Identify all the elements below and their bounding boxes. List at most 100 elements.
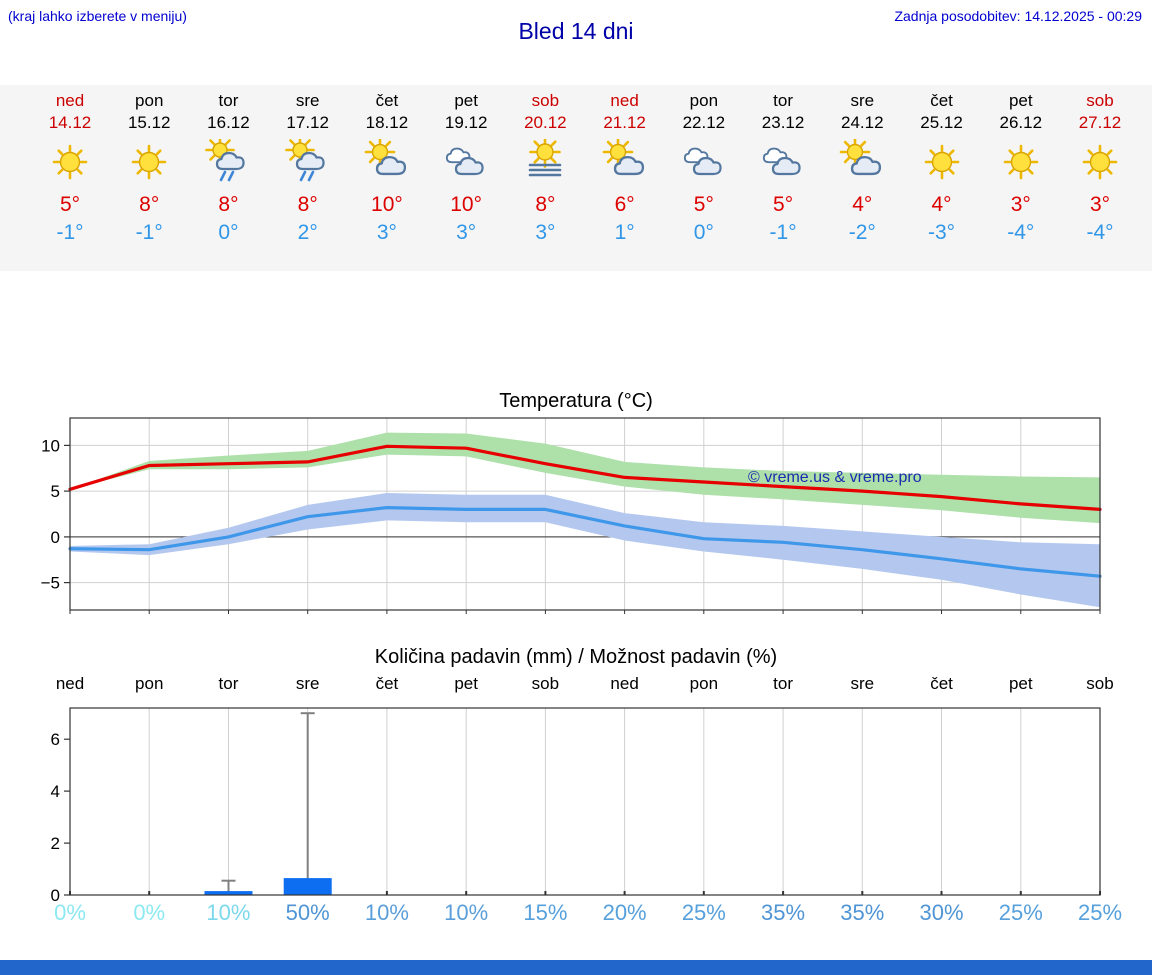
precip-day-label: sre xyxy=(295,674,320,693)
precip-bar xyxy=(283,878,332,895)
precip-day-label: pet xyxy=(454,674,478,693)
day-high-temp: 6° xyxy=(614,193,635,216)
precip-day-label: pon xyxy=(135,674,164,693)
forecast-day: pet 26.12 3° -4° xyxy=(979,91,1063,245)
forecast-day: čet 25.12 4° -3° xyxy=(900,91,984,245)
day-high-temp: 5° xyxy=(773,193,794,216)
day-name: tor xyxy=(773,91,793,110)
forecast-day: sre 24.12 4° -2° xyxy=(820,91,904,245)
day-date: 22.12 xyxy=(682,113,726,132)
forecast-day: čet 18.12 10° 3° xyxy=(345,91,429,245)
precip-day-label: čet xyxy=(375,674,399,693)
day-date: 18.12 xyxy=(365,113,409,132)
day-name: sob xyxy=(531,91,560,110)
day-name: pon xyxy=(135,91,164,110)
day-name: čet xyxy=(375,91,399,110)
day-date: 21.12 xyxy=(603,113,646,132)
sunny-icon xyxy=(107,139,191,187)
precip-day-label: pon xyxy=(689,674,719,693)
precip-day-label: tor xyxy=(218,674,239,693)
svg-text:−5: −5 xyxy=(41,574,60,593)
forecast-day: pon 15.12 8° -1° xyxy=(107,91,191,245)
day-low-temp: 2° xyxy=(297,221,318,244)
day-low-temp: -3° xyxy=(927,221,956,244)
day-date: 25.12 xyxy=(920,113,963,132)
day-low-temp: 1° xyxy=(614,221,635,244)
day-high-temp: 5° xyxy=(59,193,81,216)
precipitation-chart-title: Količina padavin (mm) / Možnost padavin … xyxy=(374,646,778,668)
precip-probability-row: 0% 0% 10% 50% 10% 10% 15% 20% 25% 35% 35% 30% 25% 25% xyxy=(0,900,1152,930)
svg-text:0: 0 xyxy=(51,886,60,902)
partly-icon xyxy=(820,136,904,187)
day-name: tor xyxy=(218,91,239,110)
last-update-text: Zadnja posodobitev: 14.12.2025 - 00:29 xyxy=(894,8,1142,24)
day-date: 24.12 xyxy=(841,113,884,132)
cloudy-icon xyxy=(741,139,825,187)
precip-probability: 25% xyxy=(681,900,726,925)
day-name: pon xyxy=(689,91,719,110)
precip-probability: 35% xyxy=(840,900,885,925)
precip-probability: 15% xyxy=(523,900,568,925)
day-name: sre xyxy=(295,91,320,110)
day-date: 17.12 xyxy=(286,113,329,132)
day-date: 19.12 xyxy=(444,113,488,132)
day-low-temp: 3° xyxy=(376,221,397,244)
precip-probability: 10% xyxy=(206,900,251,925)
temperature-chart-title: Temperatura (°C) xyxy=(499,390,653,412)
precip-day-label: tor xyxy=(773,674,793,693)
footer-bar xyxy=(0,960,1152,975)
cloudy-icon xyxy=(662,139,746,187)
watermark-link[interactable]: © vreme.us & vreme.pro xyxy=(748,469,922,486)
day-high-temp: 8° xyxy=(297,193,318,216)
precip-probability: 10% xyxy=(444,900,489,925)
precip-day-label: sre xyxy=(850,674,875,693)
precip-day-label: sob xyxy=(1086,674,1114,693)
precip-day-label: ned xyxy=(55,674,85,693)
day-low-temp: -1° xyxy=(56,221,84,244)
partly-icon xyxy=(345,136,429,187)
precip-day-label: pet xyxy=(1008,674,1033,693)
precip-bar xyxy=(204,891,253,895)
day-high-temp: 5° xyxy=(693,193,714,216)
day-name: pet xyxy=(454,91,478,110)
precip-probability: 0% xyxy=(54,900,86,925)
svg-text:4: 4 xyxy=(51,782,60,801)
day-name: ned xyxy=(55,91,85,110)
day-low-temp: 0° xyxy=(218,221,239,244)
sunny-icon xyxy=(979,139,1063,187)
sunny-icon xyxy=(900,139,984,187)
precip-probability: 0% xyxy=(133,900,166,925)
max-temp-range-band xyxy=(70,432,1100,524)
day-low-temp: 3° xyxy=(535,221,556,244)
day-low-temp: -2° xyxy=(848,221,876,244)
svg-text:10: 10 xyxy=(41,436,60,455)
day-name: pet xyxy=(1008,91,1033,110)
day-date: 26.12 xyxy=(999,113,1043,132)
forecast-day: pet 19.12 10° 3° xyxy=(424,91,508,245)
precip-probability: 20% xyxy=(602,900,647,925)
day-high-temp: 8° xyxy=(535,193,556,216)
day-date: 23.12 xyxy=(761,113,805,132)
sunny-icon xyxy=(1058,139,1142,187)
day-high-temp: 4° xyxy=(931,193,952,216)
svg-text:0: 0 xyxy=(51,528,60,547)
temperature-chart: −5 0 5 10 © vreme.us & vreme.pro xyxy=(0,412,1152,618)
precip-day-labels-row: ned pon tor sre čet pet sob ned pon tor sre čet pet s… xyxy=(0,674,1152,698)
precip-probability: 35% xyxy=(761,900,806,925)
precip-probability: 25% xyxy=(998,900,1043,925)
precip-day-label: ned xyxy=(610,674,639,693)
showers-icon xyxy=(186,135,270,187)
day-low-temp: -1° xyxy=(769,221,797,244)
day-high-temp: 8° xyxy=(139,193,160,216)
day-name: ned xyxy=(610,91,639,110)
day-date: 20.12 xyxy=(524,113,567,132)
location-hint: (kraj lahko izberete v meniju) xyxy=(8,8,187,24)
sunny-icon xyxy=(28,139,112,187)
forecast-day: tor 16.12 8° 0° xyxy=(186,91,270,245)
day-date: 14.12 xyxy=(48,113,92,132)
day-low-temp: -4° xyxy=(1086,221,1114,244)
day-high-temp: 10° xyxy=(450,193,483,216)
page-title: Bled 14 dni xyxy=(518,18,634,44)
day-low-temp: 0° xyxy=(693,221,714,244)
min-temp-range-band xyxy=(70,493,1100,608)
